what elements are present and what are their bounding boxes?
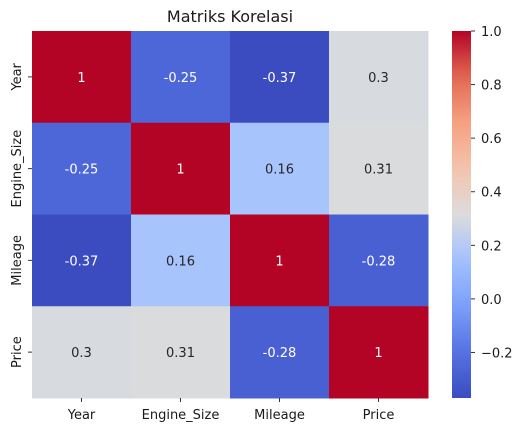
cell-value-label: -0.25	[65, 163, 99, 178]
colorbar-tick-label: 0.8	[481, 79, 502, 94]
heatmap-cell	[131, 122, 231, 215]
cell-value-label: 0.16	[166, 254, 195, 269]
heatmap-cell	[131, 214, 231, 307]
cell-value-label: 1	[176, 163, 184, 178]
heatmap-cell	[131, 306, 231, 399]
cell-value-label: 0.31	[166, 346, 195, 361]
colorbar-tick-label: 0.4	[481, 186, 502, 201]
cell-value-label: 0.16	[265, 163, 294, 178]
heatmap-cell	[32, 214, 132, 307]
x-tick-label: Price	[363, 408, 395, 423]
y-tick-label: Price	[10, 336, 25, 368]
x-tick-label: Mileage	[254, 408, 305, 423]
colorbar-tick-label: 0.2	[481, 239, 502, 254]
cell-value-label: 1	[77, 71, 85, 86]
colorbar-tick-label: 0.0	[481, 293, 502, 308]
cell-value-label: -0.28	[263, 346, 297, 361]
cell-value-label: -0.25	[164, 71, 198, 86]
colorbar-tick-label: 0.6	[481, 132, 502, 147]
heatmap-cell	[329, 214, 429, 307]
cell-value-label: 0.3	[368, 71, 389, 86]
cell-value-label: -0.28	[362, 254, 396, 269]
heatmap-cells: 1 -0.25 -0.37 0.3-0.25 1 0.16 0.31-0.37 0.16 1 -0…	[32, 31, 429, 399]
x-axis: Year Engine_Size Mileage Price	[67, 398, 395, 423]
heatmap-cell	[230, 122, 330, 215]
cell-value-label: 0.3	[71, 346, 92, 361]
cell-value-label: 1	[275, 254, 283, 269]
colorbar: −0.2 0.0 0.2 0.4 0.6 0.8 1.0	[452, 25, 513, 398]
x-tick-label: Engine_Size	[142, 408, 220, 423]
y-tick-label: Engine_Size	[10, 130, 25, 208]
colorbar-gradient	[452, 31, 471, 398]
heatmap-cell	[230, 306, 330, 399]
heatmap-cell	[230, 214, 330, 307]
heatmap-cell	[230, 31, 330, 124]
cell-value-label: 1	[374, 346, 382, 361]
heatmap-cell	[329, 122, 429, 215]
heatmap-cell	[329, 31, 429, 124]
colorbar-tick-label: −0.2	[481, 346, 513, 361]
heatmap-cell	[329, 306, 429, 399]
cell-value-label: 0.31	[364, 163, 393, 178]
y-tick-label: Mileage	[10, 235, 25, 286]
heatmap-cell	[32, 306, 132, 399]
cell-value-label: -0.37	[263, 71, 297, 86]
heatmap-cell	[32, 122, 132, 215]
x-tick-label: Year	[67, 408, 96, 423]
chart-title: Matriks Korelasi	[167, 7, 293, 26]
heatmap-cell	[32, 31, 132, 124]
y-tick-label: Year	[10, 62, 25, 91]
y-axis: Year Engine_Size Mileage Price	[10, 62, 32, 368]
cell-value-label: -0.37	[65, 254, 99, 269]
heatmap-cell	[131, 31, 231, 124]
colorbar-tick-label: 1.0	[481, 25, 502, 40]
